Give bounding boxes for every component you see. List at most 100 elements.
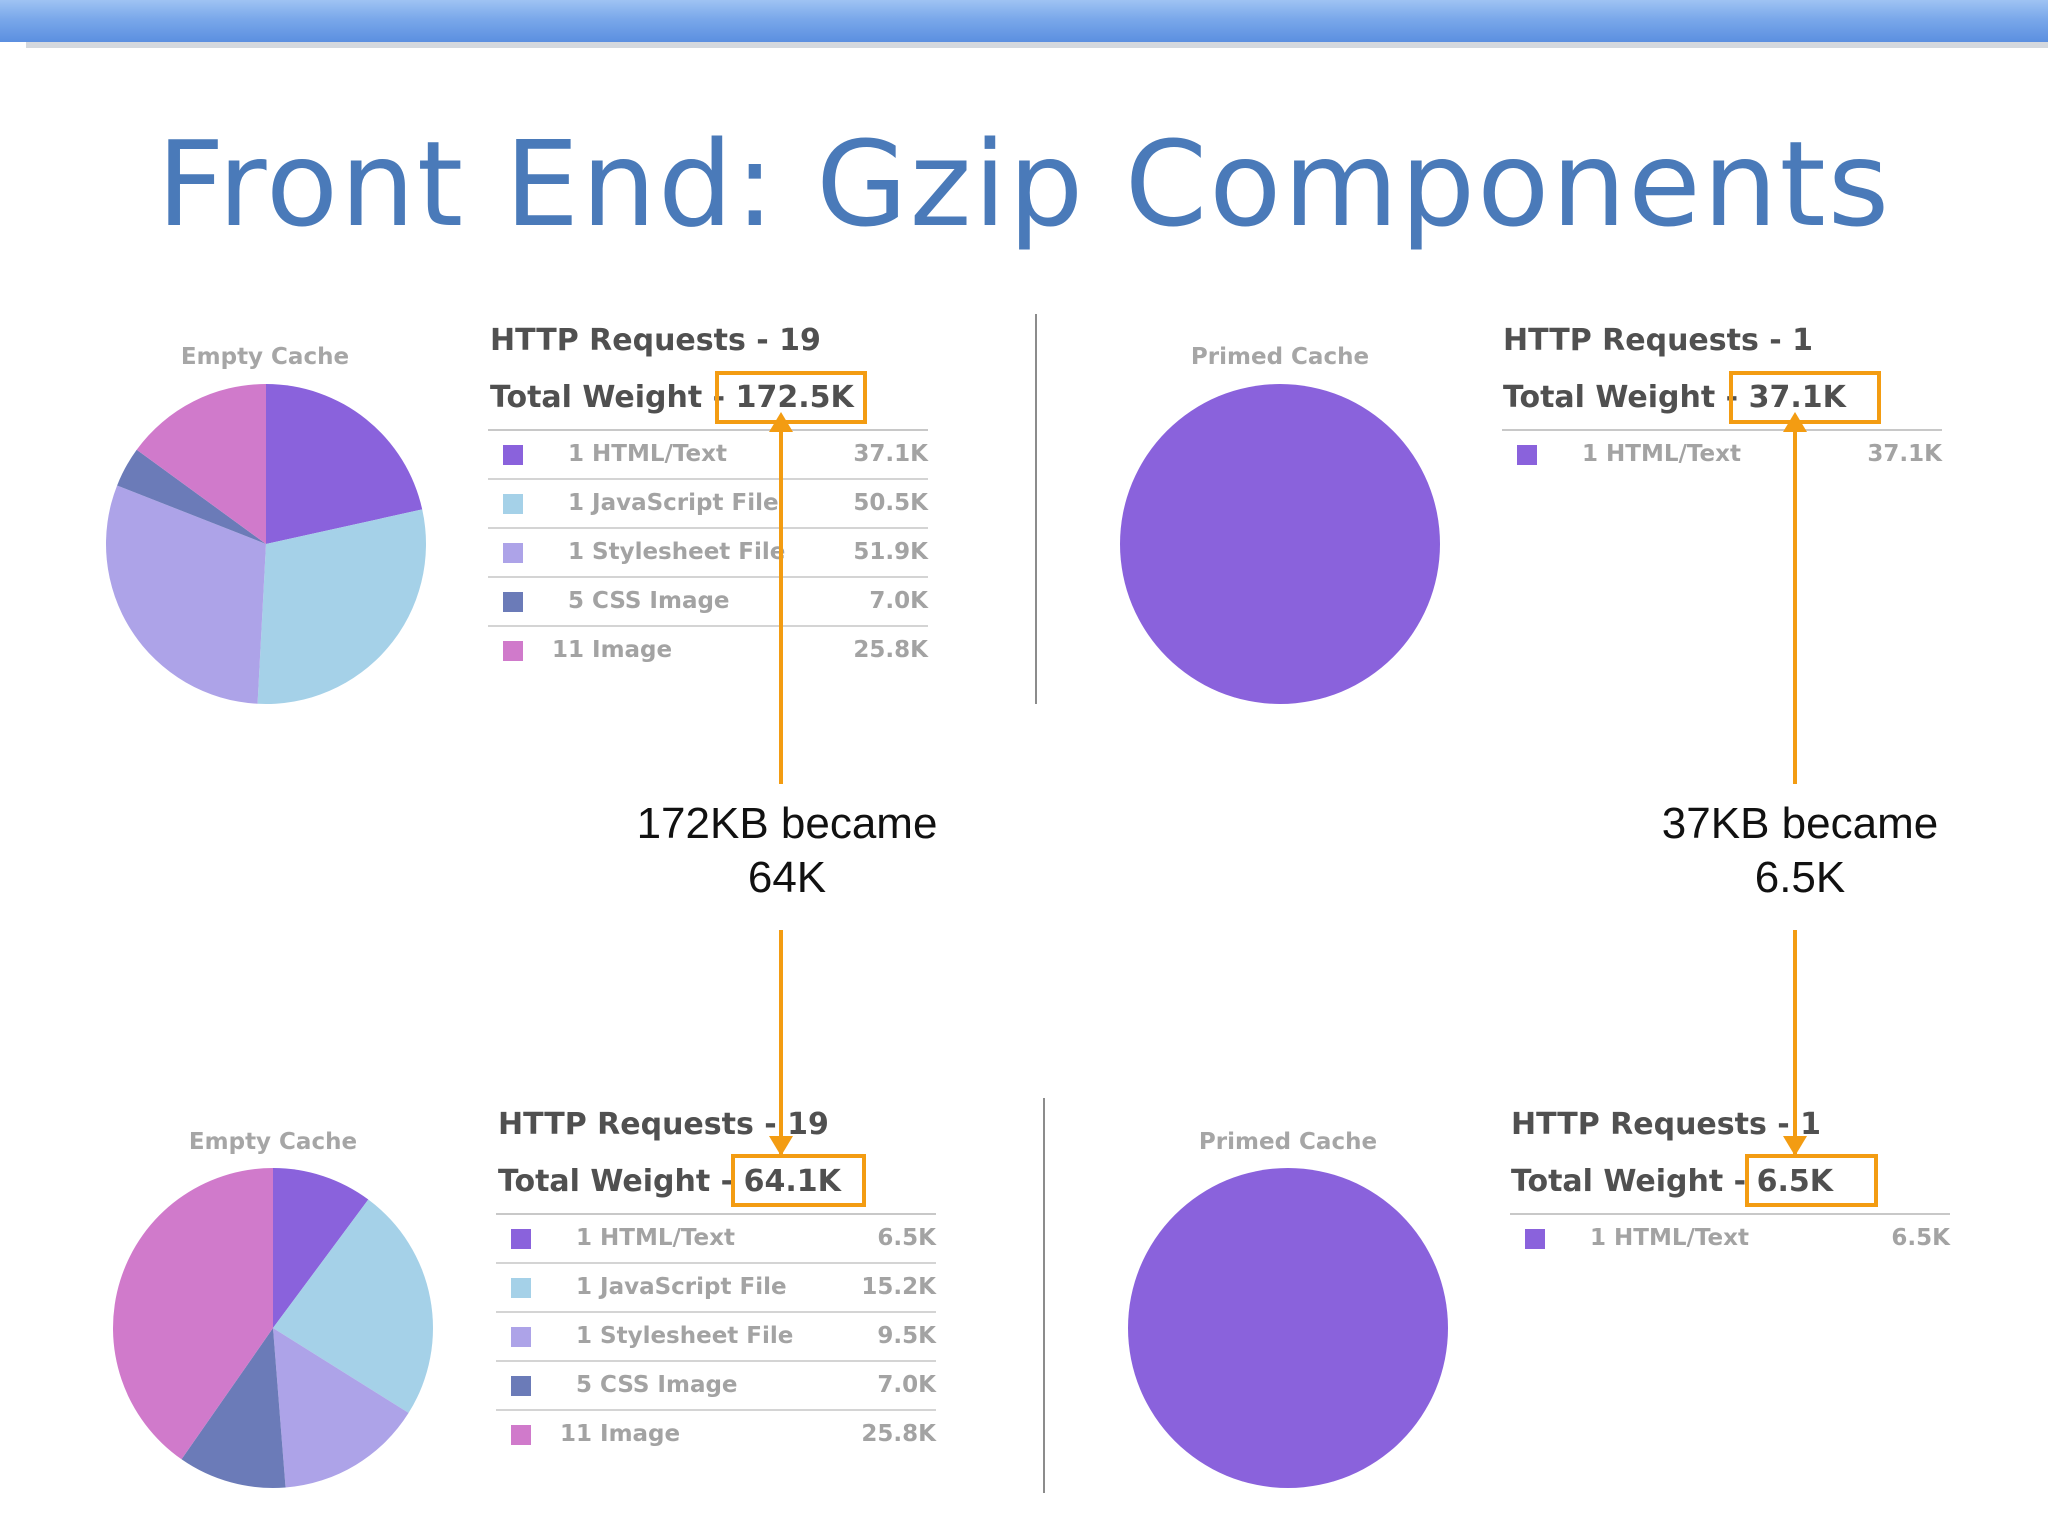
pie-slice-1-html-text: [1120, 384, 1440, 704]
total-weight-prefix: Total Weight -: [490, 380, 736, 415]
row-label: 5 CSS Image: [576, 1372, 738, 1398]
table-row: 11 Image 25.8K: [488, 627, 928, 674]
row-label: 5 CSS Image: [568, 588, 730, 614]
total-weight-value: 64.1K: [743, 1164, 841, 1199]
row-value: 25.8K: [853, 637, 928, 663]
row-label: 1 HTML/Text: [576, 1225, 735, 1251]
table-row: 5 CSS Image 7.0K: [496, 1362, 936, 1411]
pie-slice-11-image: [136, 384, 266, 544]
row-label: 1 Stylesheet File: [576, 1323, 794, 1349]
table-row: 5 CSS Image 7.0K: [488, 578, 928, 627]
highlight-box-primed-after: [1745, 1154, 1878, 1207]
row-value: 25.8K: [861, 1421, 936, 1447]
legend-swatch: [503, 543, 523, 563]
row-label: 11 Image: [552, 637, 673, 663]
pie-chart-primed-before: [1120, 384, 1440, 704]
legend-swatch: [511, 1376, 531, 1396]
row-value: 37.1K: [853, 441, 928, 467]
slide-title: Front End: Gzip Components: [156, 115, 1892, 253]
top-bar-shadow: [26, 42, 2048, 48]
connector-line-empty-top: [779, 424, 783, 784]
highlight-box-empty-after: [731, 1154, 866, 1207]
note-line-1: 37KB became: [1661, 799, 1939, 848]
cache-label-empty-before: Empty Cache: [180, 344, 350, 370]
table-row: 1 HTML/Text 37.1K: [1502, 431, 1942, 478]
legend-swatch: [1525, 1229, 1545, 1249]
table-row: 1 HTML/Text 37.1K: [488, 431, 928, 480]
note-line-2: 6.5K: [1754, 852, 1846, 902]
pie-slice-5-css-image: [117, 449, 267, 544]
pie-slice-5-css-image: [181, 1328, 286, 1488]
note-empty-cache-reduction: 172KB became 64K: [577, 797, 997, 904]
table-row: 1 HTML/Text 6.5K: [1510, 1215, 1950, 1262]
total-weight-value: 37.1K: [1748, 380, 1846, 415]
pie-slice-1-javascript-file: [273, 1199, 433, 1413]
total-weight-primed-after: Total Weight - 6.5K: [1511, 1164, 1833, 1199]
pie-slice-1-stylesheet-file: [106, 485, 266, 704]
row-label: 1 HTML/Text: [1590, 1225, 1749, 1251]
pie-chart-empty-after: [112, 1168, 433, 1488]
table-row: 1 Stylesheet File 51.9K: [488, 529, 928, 578]
total-weight-value: 172.5K: [735, 380, 854, 415]
row-value: 6.5K: [1891, 1225, 1950, 1251]
breakdown-table-empty-after: 1 HTML/Text 6.5K 1 JavaScript File 15.2K 1 S…: [496, 1213, 936, 1458]
row-value: 15.2K: [861, 1274, 936, 1300]
row-value: 51.9K: [853, 539, 928, 565]
total-weight-prefix: Total Weight -: [1511, 1164, 1757, 1199]
pie-chart-primed-after: [1128, 1168, 1448, 1488]
legend-swatch: [511, 1229, 531, 1249]
table-row: 1 JavaScript File 15.2K: [496, 1264, 936, 1313]
legend-swatch: [503, 445, 523, 465]
arrow-down-icon: [769, 1136, 793, 1156]
top-bar: [0, 0, 2048, 42]
pie-slice-11-image: [112, 1168, 273, 1460]
row-label: 1 HTML/Text: [568, 441, 727, 467]
row-value: 9.5K: [877, 1323, 936, 1349]
row-label: 1 HTML/Text: [1582, 441, 1741, 467]
breakdown-table-empty-before: 1 HTML/Text 37.1K 1 JavaScript File 50.5K 1 …: [488, 429, 928, 674]
total-weight-empty-after: Total Weight - 64.1K: [498, 1164, 841, 1199]
connector-line-primed-bottom: [1793, 930, 1797, 1154]
legend-swatch: [511, 1278, 531, 1298]
arrow-up-icon: [769, 412, 793, 432]
pie-slice-1-html-text: [266, 384, 423, 544]
arrow-down-icon: [1783, 1136, 1807, 1156]
legend-swatch: [503, 592, 523, 612]
row-value: 7.0K: [869, 588, 928, 614]
pie-chart-empty-before: [106, 384, 426, 704]
note-primed-cache-reduction: 37KB became 6.5K: [1590, 797, 2010, 904]
pie-slice-1-html-text: [273, 1168, 369, 1328]
http-requests-primed-after: HTTP Requests - 1: [1511, 1107, 1822, 1142]
panel-divider-top: [1035, 314, 1037, 704]
table-row: 1 Stylesheet File 9.5K: [496, 1313, 936, 1362]
total-weight-prefix: Total Weight -: [1503, 380, 1749, 415]
table-row: 1 JavaScript File 50.5K: [488, 480, 928, 529]
legend-swatch: [503, 641, 523, 661]
pie-slice-1-stylesheet-file: [273, 1328, 409, 1488]
legend-swatch: [511, 1327, 531, 1347]
row-label: 1 Stylesheet File: [568, 539, 786, 565]
row-label: 11 Image: [560, 1421, 681, 1447]
highlight-box-primed-before: [1729, 371, 1881, 424]
table-row: 1 HTML/Text 6.5K: [496, 1215, 936, 1264]
total-weight-value: 6.5K: [1756, 1164, 1833, 1199]
row-value: 37.1K: [1867, 441, 1942, 467]
legend-swatch: [503, 494, 523, 514]
row-value: 7.0K: [877, 1372, 936, 1398]
row-value: 6.5K: [877, 1225, 936, 1251]
row-label: 1 JavaScript File: [568, 490, 779, 516]
breakdown-table-primed-before: 1 HTML/Text 37.1K: [1502, 429, 1942, 478]
legend-swatch: [1517, 445, 1537, 465]
breakdown-table-primed-after: 1 HTML/Text 6.5K: [1510, 1213, 1950, 1262]
http-requests-primed-before: HTTP Requests - 1: [1503, 323, 1814, 358]
note-line-1: 172KB became: [636, 799, 938, 848]
total-weight-prefix: Total Weight -: [498, 1164, 744, 1199]
connector-line-empty-bottom: [779, 930, 783, 1154]
cache-label-empty-after: Empty Cache: [188, 1129, 358, 1155]
panel-divider-bottom: [1043, 1098, 1045, 1493]
arrow-up-icon: [1783, 412, 1807, 432]
table-row: 11 Image 25.8K: [496, 1411, 936, 1458]
note-line-2: 64K: [747, 852, 827, 902]
connector-line-primed-top: [1793, 424, 1797, 784]
cache-label-primed-after: Primed Cache: [1198, 1129, 1378, 1155]
